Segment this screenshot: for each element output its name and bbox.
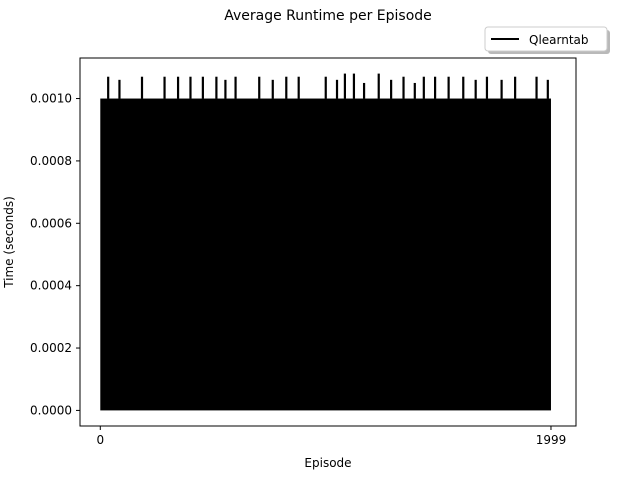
plot-area [79, 57, 577, 427]
series-layer [100, 73, 551, 411]
y-axis-ticks: 0.0000 0.0002 0.0004 0.0006 0.0008 0.0010 [30, 92, 80, 417]
x-axis-label: Episode [304, 456, 351, 470]
series-oscillation-band [100, 98, 551, 411]
series-qlearntab [100, 73, 551, 411]
chart-title: Average Runtime per Episode [224, 8, 432, 24]
y-tick-label: 0.0002 [30, 341, 72, 355]
legend-box [484, 26, 608, 52]
x-tick-label: 1999 [536, 433, 567, 447]
y-axis-label: Time (seconds) [2, 196, 16, 289]
legend-label-qlearntab: Qlearntab [529, 33, 589, 47]
y-tick-label: 0.0004 [30, 279, 72, 293]
legend[interactable]: Qlearntab [484, 26, 610, 54]
y-tick-label: 0.0000 [30, 403, 72, 417]
x-axis-ticks: 0 1999 [96, 426, 566, 447]
y-tick-label: 0.0008 [30, 154, 72, 168]
y-tick-label: 0.0006 [30, 216, 72, 230]
y-tick-label: 0.0010 [30, 92, 72, 106]
x-tick-label: 0 [96, 433, 104, 447]
